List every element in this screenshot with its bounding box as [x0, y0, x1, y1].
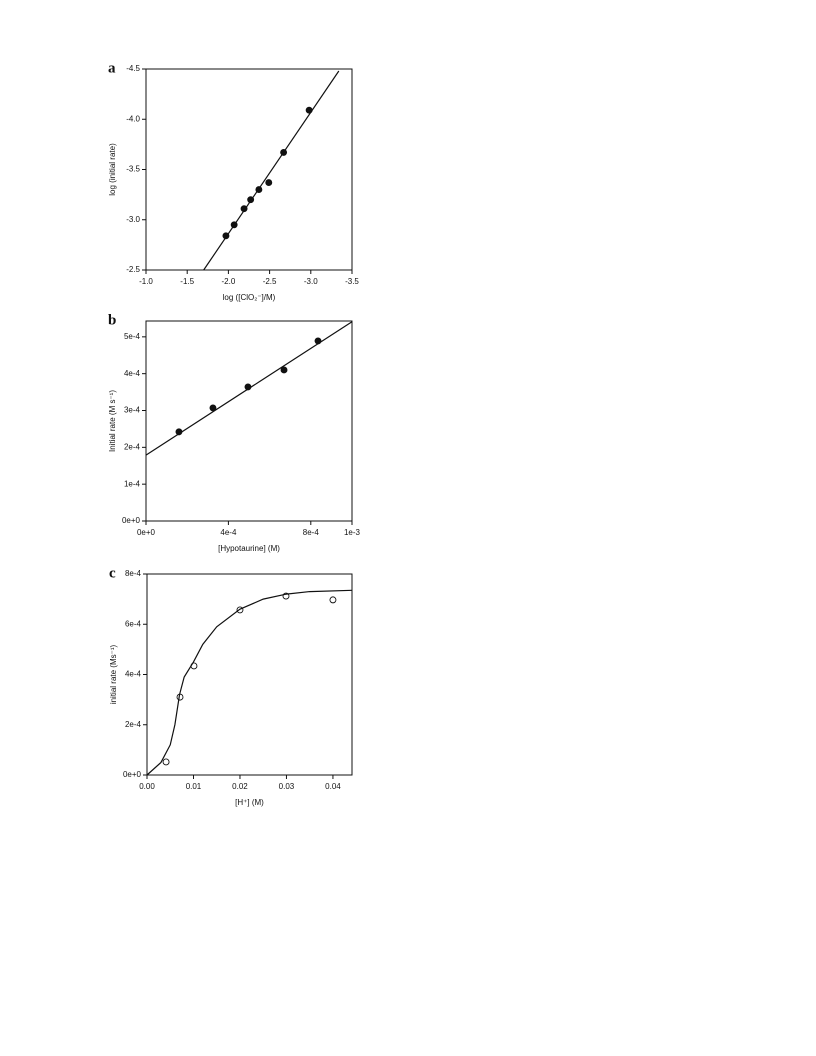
x-axis-title: [Hypotaurine] (M): [218, 544, 280, 553]
x-tick-label: -2.5: [263, 277, 277, 286]
plot-frame: [145, 320, 353, 522]
y-tick-label: 6e-4: [125, 619, 142, 628]
y-tick-label: 3e-4: [124, 406, 141, 415]
x-tick-label: 0.03: [279, 782, 295, 791]
x-tick-label: -1.5: [180, 277, 194, 286]
data-point: [265, 179, 273, 187]
x-tick-label: -3.5: [345, 277, 359, 286]
y-axis-title: log (initial rate): [108, 143, 117, 196]
y-tick-label: 0e+0: [123, 770, 142, 779]
y-tick-label: -3.0: [126, 215, 140, 224]
fit-line: [145, 321, 353, 456]
plot-frame: [145, 68, 353, 271]
y-tick-label: 1e-4: [124, 479, 141, 488]
x-tick-label: -1.0: [139, 277, 153, 286]
x-axis-title: log ([ClO₂⁻]/M): [223, 293, 276, 302]
x-tick-label: -3.0: [304, 277, 318, 286]
x-tick-label: 0.01: [186, 782, 202, 791]
data-point: [240, 205, 248, 213]
y-tick-label: -4.0: [126, 114, 140, 123]
y-tick-label: 2e-4: [125, 720, 142, 729]
data-point: [162, 758, 170, 766]
data-point: [329, 596, 337, 604]
y-tick-label: 8e-4: [125, 569, 142, 578]
x-tick-label: 0e+0: [137, 528, 156, 537]
fit-line: [146, 589, 353, 776]
y-tick-label: 5e-4: [124, 332, 141, 341]
x-axis-title: [H⁺] (M): [235, 798, 264, 807]
panel-label: a: [108, 60, 116, 76]
x-tick-label: 0.04: [325, 782, 341, 791]
x-tick-label: 4e-4: [220, 528, 237, 537]
x-tick-label: -2.0: [222, 277, 236, 286]
y-tick-label: 4e-4: [125, 670, 142, 679]
y-tick-label: 2e-4: [124, 442, 141, 451]
data-point: [280, 366, 288, 374]
data-point: [209, 404, 217, 412]
panel-label: b: [108, 312, 116, 328]
x-tick-label: 0.00: [139, 782, 155, 791]
plot-frame: [146, 573, 353, 776]
x-tick-label: 1e-3: [344, 528, 361, 537]
y-axis-title: initial rate (Ms⁻¹): [109, 644, 118, 704]
fit-line: [203, 70, 340, 271]
y-axis-title: Initial rate (M s⁻¹): [108, 390, 117, 452]
y-tick-label: -3.5: [126, 165, 140, 174]
y-tick-label: -4.5: [126, 64, 140, 73]
x-tick-label: 8e-4: [303, 528, 320, 537]
y-tick-label: 4e-4: [124, 369, 141, 378]
panel-label: c: [109, 565, 116, 581]
y-tick-label: 0e+0: [122, 516, 141, 525]
x-tick-label: 0.02: [232, 782, 248, 791]
y-tick-label: -2.5: [126, 265, 140, 274]
